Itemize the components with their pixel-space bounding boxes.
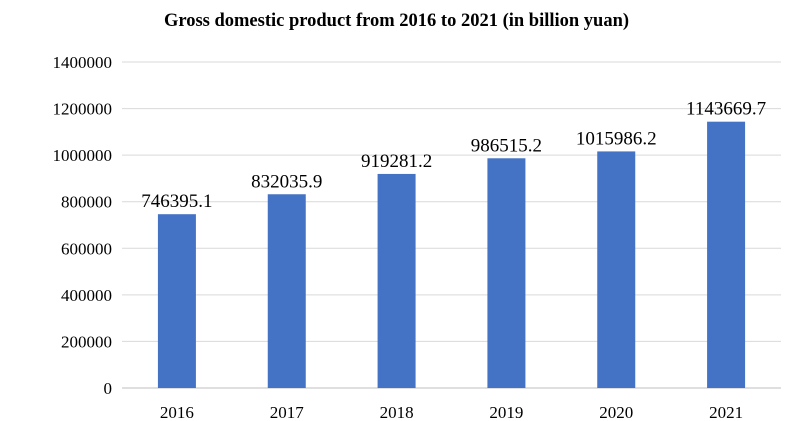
chart-title: Gross domestic product from 2016 to 2021… <box>163 11 630 31</box>
y-tick-label: 0 <box>104 379 113 398</box>
data-label: 832035.9 <box>251 171 322 192</box>
y-tick-label: 800000 <box>61 193 112 212</box>
bar <box>157 214 196 388</box>
data-label: 919281.2 <box>361 151 432 172</box>
y-tick-label: 1200000 <box>53 100 113 119</box>
data-label: 1015986.2 <box>576 128 657 149</box>
y-tick-label: 1000000 <box>53 146 113 165</box>
bar <box>597 151 636 388</box>
x-tick-label: 2016 <box>160 403 194 421</box>
y-tick-label: 1400000 <box>53 53 113 72</box>
x-tick-label: 2017 <box>270 403 305 421</box>
x-tick-label: 2020 <box>599 403 633 421</box>
y-tick-label: 400000 <box>61 286 112 305</box>
data-label: 986515.2 <box>471 135 542 156</box>
bar <box>267 194 306 388</box>
x-tick-label: 2021 <box>709 403 743 421</box>
y-tick-label: 200000 <box>61 332 112 351</box>
y-tick-label: 600000 <box>61 239 112 258</box>
data-label: 746395.1 <box>141 191 212 212</box>
x-tick-label: 2019 <box>489 403 523 421</box>
bar <box>377 173 416 388</box>
x-tick-label: 2018 <box>380 403 414 421</box>
bar <box>487 158 526 388</box>
data-label: 1143669.7 <box>686 99 766 120</box>
bar <box>707 121 746 388</box>
